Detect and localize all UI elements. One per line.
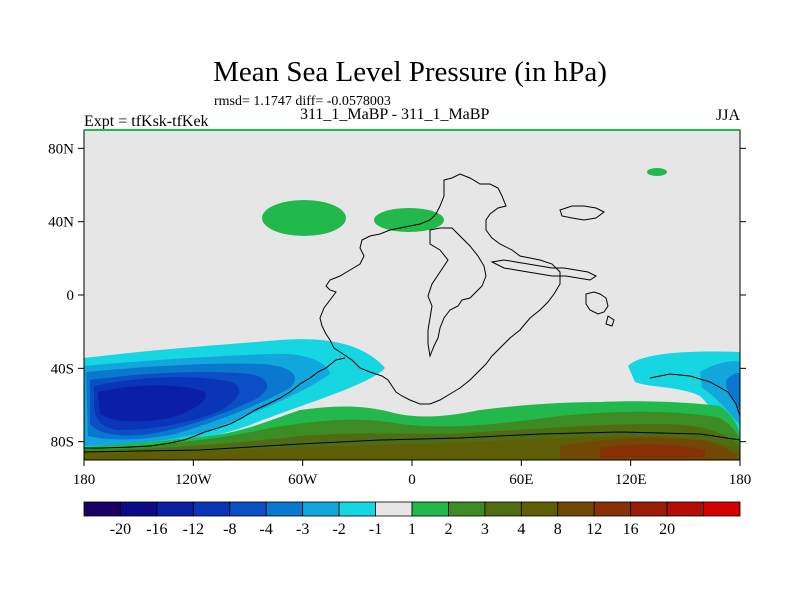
colorbar-label: -1 xyxy=(369,521,382,538)
colorbar-swatch xyxy=(448,501,486,517)
colorbar-swatch xyxy=(83,501,121,517)
colorbar-label: 12 xyxy=(586,521,602,538)
coastline-africa xyxy=(427,227,487,358)
colorbar-swatch xyxy=(520,501,559,517)
y-tick-label: 0 xyxy=(67,288,75,304)
coastline-arctic-island xyxy=(559,205,605,221)
coastline-asia-east xyxy=(490,259,597,281)
colorbar-swatch xyxy=(229,501,267,517)
colorbar-swatch xyxy=(338,501,376,517)
colorbar-label: 4 xyxy=(517,521,525,538)
colorbar-swatch xyxy=(703,501,741,517)
y-axis: 80N 40N 0 40S 80S xyxy=(48,141,746,451)
coastline-antarctic-east xyxy=(649,373,740,417)
neg-anomaly-east-m3 xyxy=(726,372,740,410)
colorbar-swatch xyxy=(666,501,704,517)
colorbar-swatch xyxy=(265,501,304,517)
x-tick-label: 60E xyxy=(509,472,533,488)
x-tick-label: 120W xyxy=(175,472,213,488)
colorbar-label: -12 xyxy=(183,521,204,538)
colorbar-swatch xyxy=(557,501,595,517)
coastline-antarctic xyxy=(84,431,740,453)
y-tick-label: 40S xyxy=(51,361,74,377)
colorbar-label: -3 xyxy=(296,521,309,538)
colorbar-swatch xyxy=(192,501,231,517)
pos-anomaly-antarctic-12 xyxy=(600,444,705,458)
colorbar-swatch xyxy=(484,501,522,517)
colorbar-swatch xyxy=(593,501,632,517)
y-tick-label: 40N xyxy=(48,215,74,231)
y-tick-label: 80S xyxy=(51,435,74,451)
chart-subtitle: 311_1_MaBP - 311_1_MaBP xyxy=(300,106,490,123)
coastline-australia xyxy=(585,291,609,315)
x-tick-label: 180 xyxy=(73,472,96,488)
x-tick-label: 60W xyxy=(288,472,318,488)
y-tick-label: 80N xyxy=(48,141,74,157)
season-label: JJA xyxy=(716,107,741,124)
pos-anomaly-north-atlantic xyxy=(262,200,346,236)
colorbar-label: 3 xyxy=(481,521,489,538)
colorbar-swatch xyxy=(630,501,668,517)
colorbar-label: 20 xyxy=(659,521,675,538)
colorbar-label: 16 xyxy=(623,521,639,538)
x-axis: 180 120W 60W 0 60E 120E 180 xyxy=(73,460,752,488)
colorbar-swatch xyxy=(411,501,449,517)
x-tick-label: 120E xyxy=(615,472,647,488)
colorbar-swatch xyxy=(375,501,413,517)
stats-line: rmsd= 1.1747 diff= -0.0578003 xyxy=(214,94,391,109)
colorbar-swatch xyxy=(156,501,194,517)
chart-title: Mean Sea Level Pressure (in hPa) xyxy=(213,56,607,88)
colorbar-label: -16 xyxy=(146,521,167,538)
colorbar-label: 8 xyxy=(554,521,562,538)
pos-anomaly-arctic xyxy=(647,168,667,176)
colorbar-label: 2 xyxy=(444,521,452,538)
colorbar-label: -20 xyxy=(110,521,131,538)
colorbar-label: -2 xyxy=(332,521,345,538)
x-tick-label: 180 xyxy=(729,472,752,488)
experiment-label: Expt = tfKsk-tfKek xyxy=(84,113,209,130)
colorbar-label: -8 xyxy=(223,521,236,538)
coastlines xyxy=(84,173,740,453)
coastline-indonesia xyxy=(605,315,615,327)
colorbar-swatch xyxy=(302,501,340,517)
colorbar-swatch xyxy=(120,501,158,517)
anomaly-fields xyxy=(84,168,740,460)
neg-anomaly-m12 xyxy=(98,385,206,422)
x-tick-label: 0 xyxy=(408,472,416,488)
coastline-south-america-tip xyxy=(84,357,346,449)
pos-anomaly-europe xyxy=(374,208,444,232)
colorbar-label: 1 xyxy=(408,521,416,538)
colorbar-label: -4 xyxy=(260,521,273,538)
colorbar: -20 -16 -12 -8 -4 -3 -2 -1 1 2 3 4 8 12 16 20 xyxy=(83,501,741,538)
coastline-americas xyxy=(319,173,561,405)
